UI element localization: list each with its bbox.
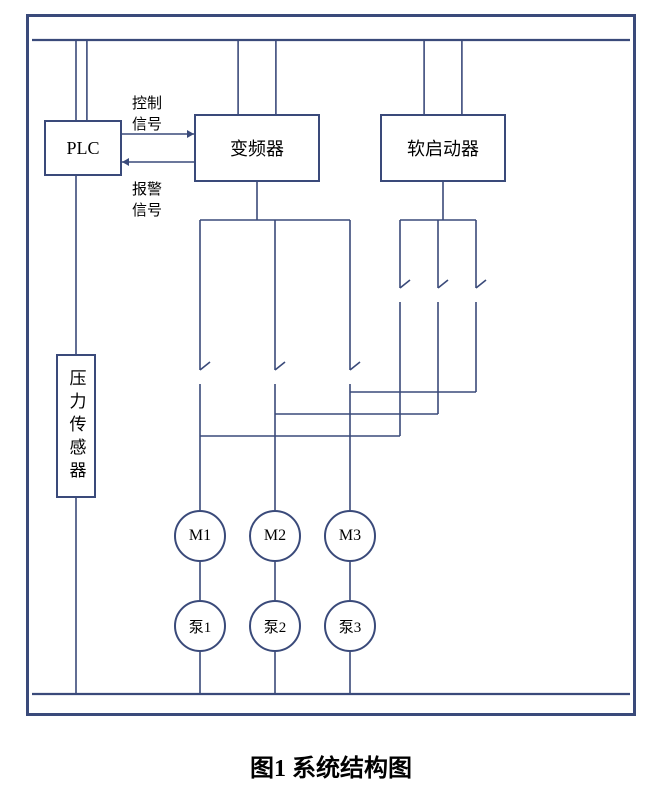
motor-m3: M3 (324, 510, 376, 562)
softstarter-label: 软启动器 (407, 135, 479, 161)
control-signal-label: 控制信号 (132, 92, 162, 134)
plc-label: PLC (66, 138, 99, 159)
pump-2-label: 泵2 (264, 616, 287, 637)
motor-m1: M1 (174, 510, 226, 562)
motor-m2: M2 (249, 510, 301, 562)
pressure-sensor-label: 压力传感器 (64, 369, 89, 484)
plc-box: PLC (44, 120, 122, 176)
figure-caption-text: 图1 系统结构图 (250, 756, 412, 782)
pump-3-label: 泵3 (339, 616, 362, 637)
motor-m3-label: M3 (339, 527, 361, 545)
pump-1: 泵1 (174, 600, 226, 652)
alarm-signal-label: 报警信号 (132, 178, 162, 220)
softstarter-box: 软启动器 (380, 114, 506, 182)
motor-m1-label: M1 (189, 527, 211, 545)
pump-2: 泵2 (249, 600, 301, 652)
diagram-canvas: PLC 变频器 软启动器 压力传感器 控制信号 报警信号 M1 M2 M3 泵1… (0, 0, 662, 786)
pump-3: 泵3 (324, 600, 376, 652)
vfd-label: 变频器 (230, 135, 284, 161)
pressure-sensor-box: 压力传感器 (56, 354, 96, 498)
vfd-box: 变频器 (194, 114, 320, 182)
pump-1-label: 泵1 (189, 616, 212, 637)
figure-caption: 图1 系统结构图 (0, 748, 662, 783)
motor-m2-label: M2 (264, 527, 286, 545)
